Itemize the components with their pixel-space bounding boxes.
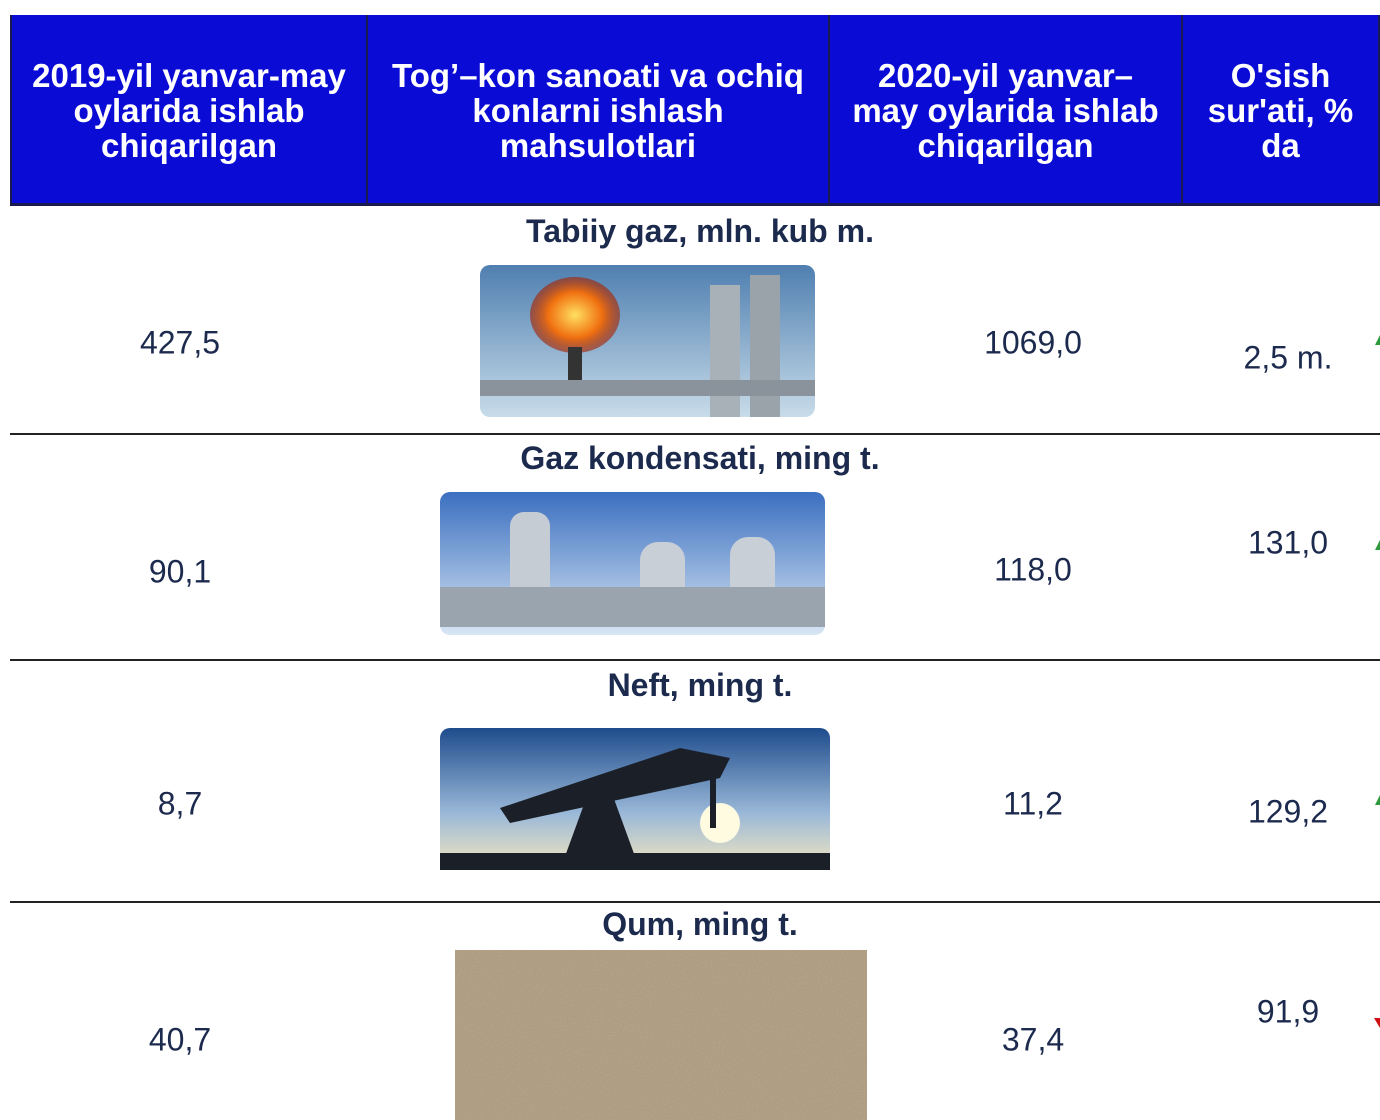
value-2019: 40,7 (148, 1021, 212, 1058)
row-separator (10, 901, 1380, 903)
header-border (10, 203, 1380, 206)
value-2019: 8,7 (157, 785, 203, 822)
row-title: Qum, ming t. (602, 906, 798, 942)
growth: 2,5 m. (1243, 339, 1333, 376)
value-2020: 118,0 (994, 551, 1072, 588)
gas-image (480, 265, 815, 417)
header-cell: 2019-yil yanvar-may oylarida ishlab chiq… (10, 15, 368, 205)
value-2019: 90,1 (148, 553, 212, 590)
row-separator (10, 659, 1380, 661)
value-2020: 11,2 (1003, 785, 1063, 822)
value-2019: 427,5 (139, 324, 221, 361)
header-cell: Tog’–kon sanoati va ochiq konlarni ishla… (368, 15, 830, 205)
trend-arrows (1374, 335, 1380, 1028)
header-cell: O'sish sur'ati, % da (1183, 15, 1380, 205)
row-title: Neft, ming t. (607, 667, 793, 703)
header-cell: 2020-yil yanvar–may oylarida ishlab chiq… (830, 15, 1183, 205)
condensate-image (440, 492, 825, 635)
growth: 131,0 (1247, 524, 1329, 561)
row-separator (10, 433, 1380, 435)
oil-image (440, 728, 830, 870)
row-title: Gaz kondensati, ming t. (520, 440, 880, 476)
growth: 129,2 (1247, 793, 1329, 830)
value-2020: 1069,0 (984, 324, 1082, 361)
growth: 91,9 (1256, 993, 1320, 1030)
value-2020: 37,4 (1001, 1021, 1065, 1058)
row-title: Tabiiy gaz, mln. kub m. (526, 213, 874, 249)
sand-image (455, 950, 867, 1120)
